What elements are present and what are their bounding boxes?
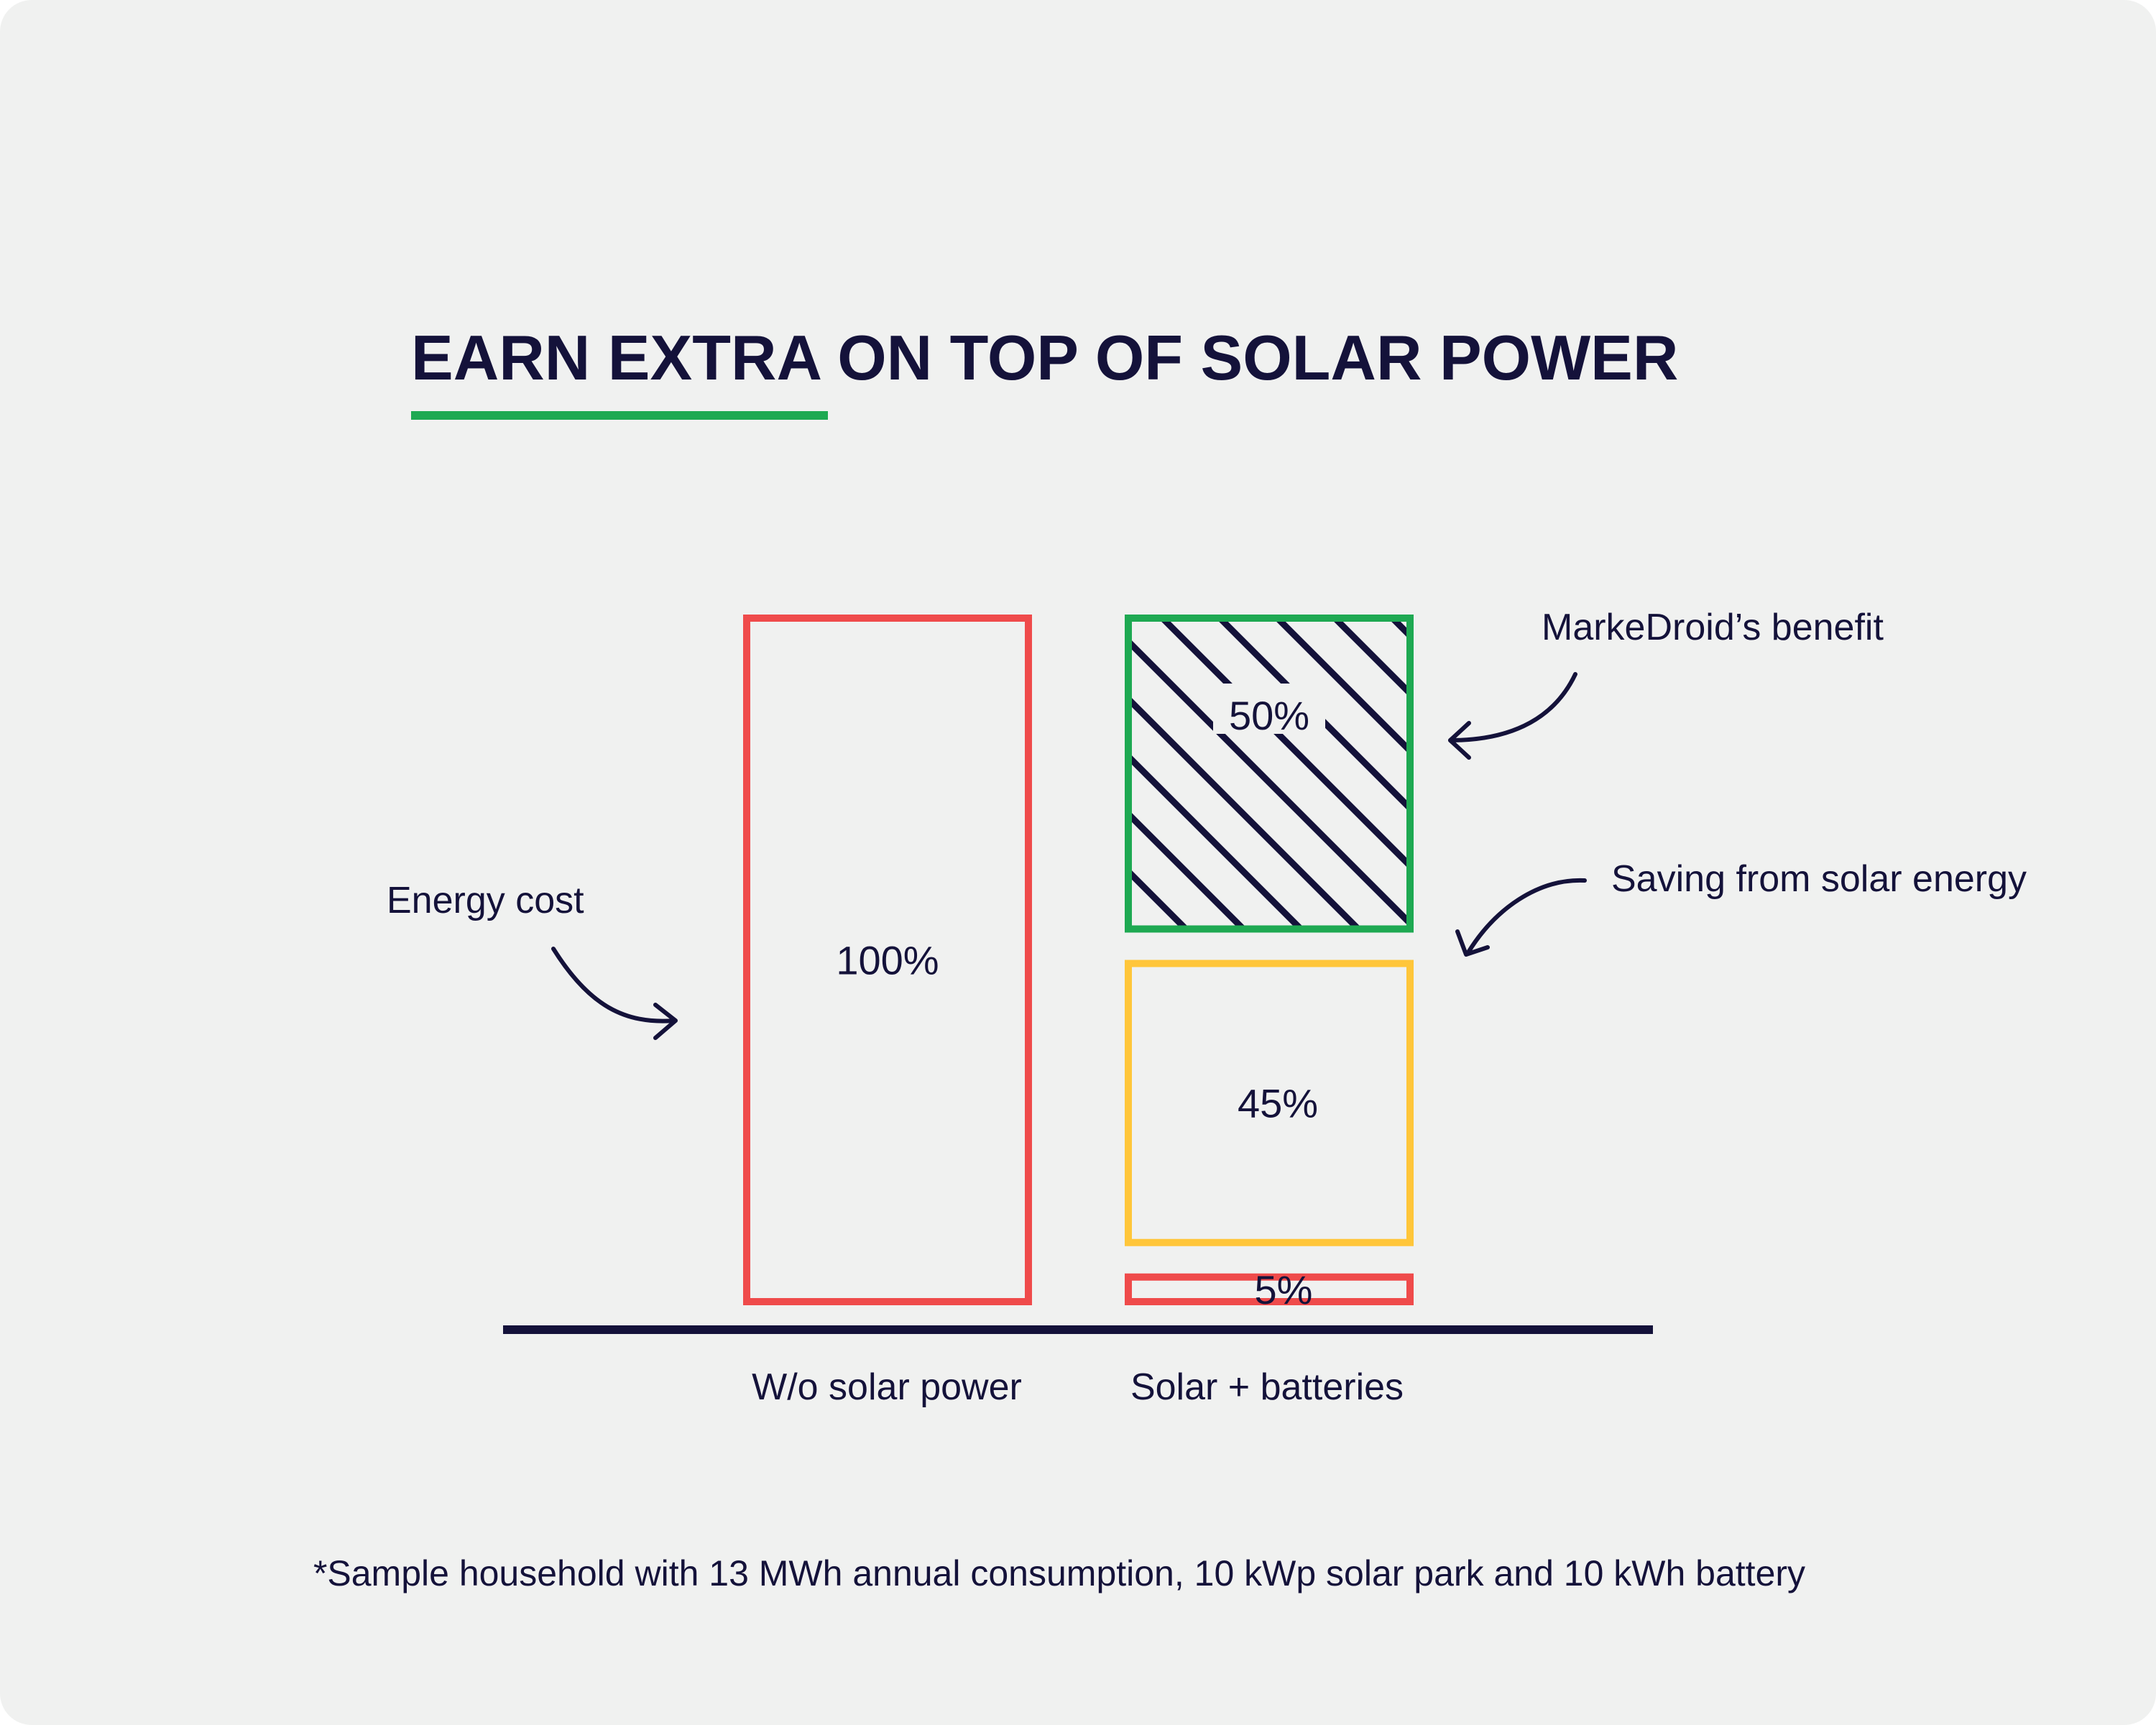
- value-label: 50%: [1229, 693, 1309, 738]
- arrowhead-energy-cost: [653, 1003, 678, 1040]
- hatch-line: [1275, 618, 1410, 755]
- value-label-background: [1213, 684, 1325, 734]
- arrowhead-markedroid-benefit: [1448, 721, 1471, 760]
- bar-segment: [1125, 960, 1414, 1246]
- annotation-solar-saving-arrow: [1466, 878, 1587, 954]
- arrowhead-solar-saving: [1455, 929, 1490, 957]
- bar-segment: [1125, 1273, 1414, 1305]
- footnote: *Sample household with 13 MWh annual con…: [313, 1553, 1805, 1593]
- hatch-line: [1332, 618, 1410, 698]
- value-label: 45%: [1238, 1081, 1318, 1126]
- bar-segment: [1125, 615, 1414, 933]
- annotation-markedroid-benefit-arrow: [1448, 672, 1577, 742]
- annotation-energy-cost: Energy cost: [387, 880, 584, 921]
- annotation-markedroid-benefit: MarkeDroid’s benefit: [1542, 607, 1884, 648]
- hatch-lines: [1128, 618, 1410, 929]
- hatch-line: [1128, 637, 1410, 928]
- chart-title: EARN EXTRA ON TOP OF SOLAR POWER: [411, 322, 1678, 393]
- annotation-solar-saving: Saving from solar energy: [1611, 858, 2027, 900]
- hatch-line: [1128, 809, 1246, 929]
- category-label-without-solar: W/o solar power: [752, 1366, 1022, 1408]
- title-underline: [411, 411, 828, 420]
- value-label: 5%: [1255, 1267, 1313, 1312]
- hatch-line: [1128, 924, 1131, 929]
- hatch-line: [1217, 618, 1410, 813]
- hatch-line: [1128, 867, 1189, 929]
- bars-group: 100% 5% 45% 50%: [743, 615, 1414, 1312]
- annotation-energy-cost-arrow: [551, 947, 676, 1024]
- bar-segment: [743, 615, 1032, 1305]
- hatch-line: [1160, 618, 1410, 870]
- hatch-line: [1128, 752, 1304, 929]
- category-label-solar-batteries: Solar + batteries: [1130, 1366, 1404, 1408]
- hatch-line: [1128, 694, 1361, 929]
- value-label: 100%: [836, 938, 939, 983]
